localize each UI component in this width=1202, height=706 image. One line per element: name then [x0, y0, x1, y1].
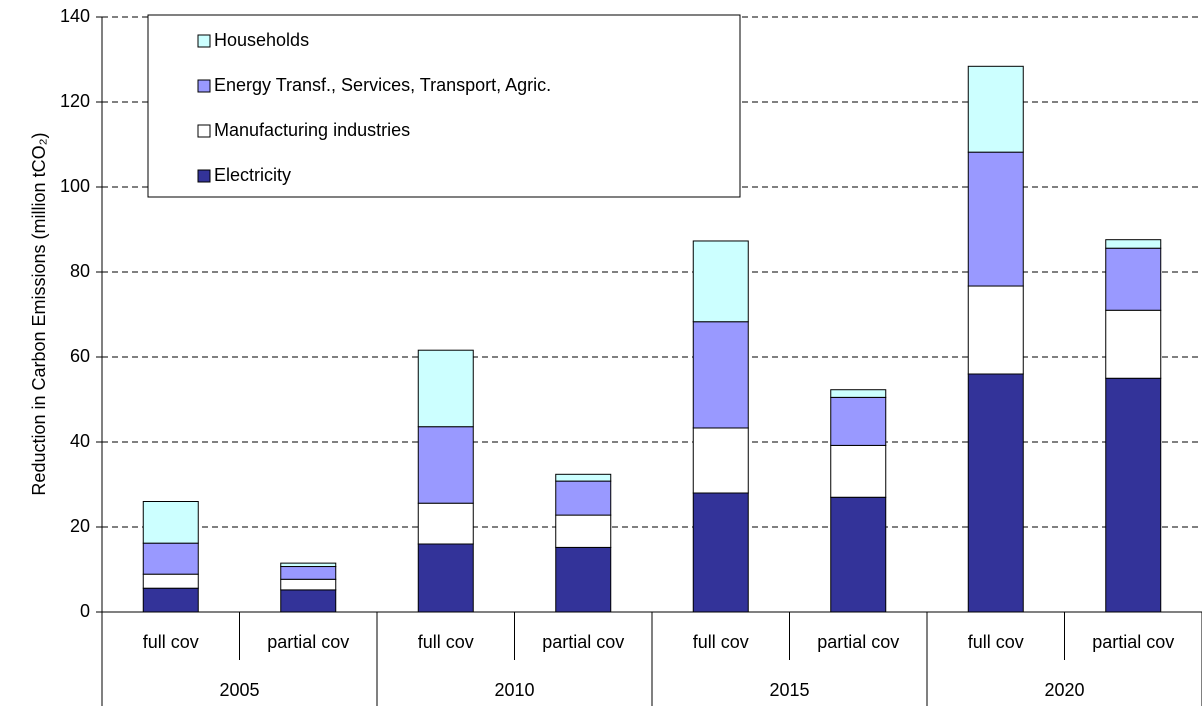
bar-segment [830, 396, 887, 446]
x-tick-label: full cov [968, 632, 1024, 652]
bar-segment [830, 444, 887, 498]
bar-segment [1105, 309, 1162, 379]
x-group-label: 2015 [769, 680, 809, 700]
x-tick-label: partial cov [1092, 632, 1174, 652]
x-group-label: 2005 [219, 680, 259, 700]
bar-segment [967, 65, 1024, 153]
bar-segment [692, 240, 749, 323]
bar-segment [280, 562, 337, 568]
bar-segment [967, 285, 1024, 375]
x-tick-label: full cov [143, 632, 199, 652]
bar-segment [692, 427, 749, 494]
bar-segment [142, 542, 199, 575]
bar-segment [417, 349, 474, 428]
bar-segment [967, 151, 1024, 287]
y-tick-label: 100 [60, 176, 90, 196]
bar-segment [142, 573, 199, 589]
legend-label: Electricity [214, 165, 291, 185]
legend-swatch [197, 79, 211, 93]
y-tick-label: 120 [60, 91, 90, 111]
x-group-label: 2010 [494, 680, 534, 700]
x-tick-label: full cov [693, 632, 749, 652]
bar-segment [555, 480, 612, 516]
bar-segment [1105, 239, 1162, 249]
y-tick-label: 20 [70, 516, 90, 536]
bar-segment [830, 389, 887, 398]
bar-segment [142, 501, 199, 544]
bar-segment [555, 546, 612, 613]
bar-segment [1105, 247, 1162, 311]
x-tick-label: partial cov [267, 632, 349, 652]
legend-label: Energy Transf., Services, Transport, Agr… [214, 75, 551, 95]
y-tick-label: 80 [70, 261, 90, 281]
bar-segment [692, 321, 749, 429]
x-tick-label: partial cov [817, 632, 899, 652]
y-tick-label: 60 [70, 346, 90, 366]
x-tick-label: full cov [418, 632, 474, 652]
bar-segment [1105, 377, 1162, 613]
bar-segment [692, 492, 749, 613]
bar-segment [280, 589, 337, 613]
bar-segment [967, 373, 1024, 613]
bar-segment [830, 496, 887, 613]
bar-segment [417, 543, 474, 613]
x-tick-label: partial cov [542, 632, 624, 652]
legend-label: Manufacturing industries [214, 120, 410, 140]
bar-segment [142, 587, 199, 613]
bar-segment [417, 502, 474, 545]
y-tick-label: 0 [80, 601, 90, 621]
bar-segment [280, 578, 337, 591]
legend-swatch [197, 124, 211, 138]
y-axis-label: Reduction in Carbon Emissions (million t… [29, 132, 49, 495]
legend-swatch [197, 169, 211, 183]
legend-swatch [197, 34, 211, 48]
x-group-label: 2020 [1044, 680, 1084, 700]
bar-segment [555, 473, 612, 482]
y-tick-label: 40 [70, 431, 90, 451]
bar-segment [417, 426, 474, 504]
bar-segment [555, 514, 612, 548]
legend-label: Households [214, 30, 309, 50]
legend-box [147, 14, 741, 198]
bar-segment [280, 566, 337, 580]
y-tick-label: 140 [60, 6, 90, 26]
